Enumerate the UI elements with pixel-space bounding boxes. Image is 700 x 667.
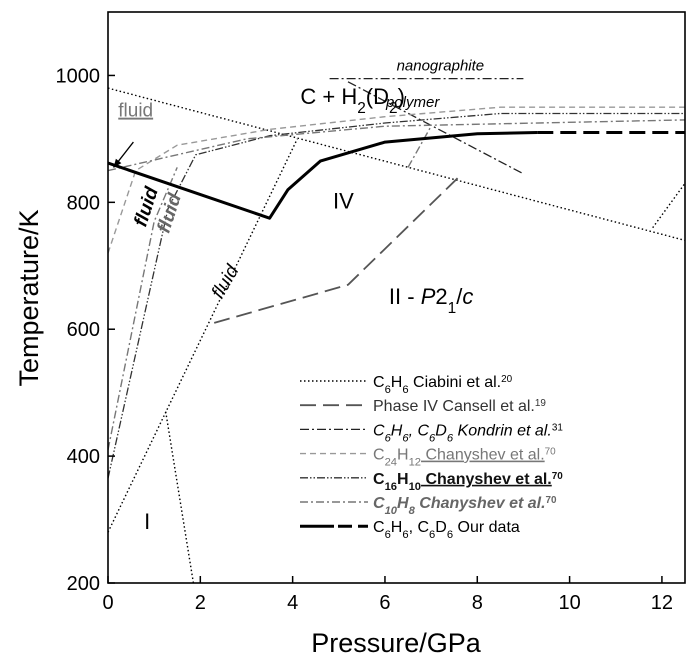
y-tick-label: 1000: [56, 65, 101, 87]
series-kondrin-segment-1: [347, 81, 524, 175]
region-label: polymer: [385, 94, 440, 111]
plot-frame: [107, 11, 686, 584]
x-tick-label: 0: [102, 592, 113, 614]
axis-ticks: 0 2 4 6 8 10 12 200 400 600 800 1000: [56, 65, 674, 614]
y-axis-label: Temperature/K: [14, 209, 44, 386]
y-tick-label: 200: [67, 573, 100, 595]
legend-label-c24: C24H12 Chanyshev et al.70: [373, 446, 556, 469]
region-label: nanographite: [397, 57, 485, 74]
series-cansell-segment-0: [213, 176, 460, 324]
series-ciabini-segment-0: [108, 87, 685, 242]
series-c24-segment-0: [108, 106, 685, 254]
series-c10-segment-0: [108, 119, 685, 172]
legend-label-c10: C10H8 Chanyshev et al.70: [373, 495, 557, 518]
legend-label-cansell: Phase IV Cansell et al.19: [373, 398, 546, 416]
legend-label-c16: C16H10 Chanyshev et al.70: [373, 470, 563, 493]
x-tick-label: 8: [472, 592, 483, 614]
series-c10-segment-2: [407, 125, 432, 168]
legend-label-ciabini: C6H6 Ciabini et al.20: [373, 374, 513, 397]
series-ciabini-segment-3: [652, 182, 685, 229]
region-label: fluid: [118, 101, 153, 122]
y-tick-label: 400: [67, 446, 100, 468]
region-label: I: [144, 509, 150, 534]
series-ciabini-segment-1: [108, 138, 298, 533]
y-tick-label: 800: [67, 192, 100, 214]
x-tick-label: 6: [379, 592, 390, 614]
series-ciabini-segment-2: [165, 411, 195, 583]
region-label: fluid: [208, 260, 244, 302]
x-tick-label: 4: [287, 592, 298, 614]
plot-lines: [108, 77, 685, 583]
x-tick-label: 2: [195, 592, 206, 614]
x-axis-label: Pressure/GPa: [311, 628, 482, 658]
y-tick-label: 600: [67, 319, 100, 341]
legend-label-kondrin: C6H6, C6D6 Kondrin et al.31: [373, 422, 563, 445]
series-c16-segment-0: [108, 112, 685, 479]
x-tick-label: 10: [558, 592, 580, 614]
region-label: C + H2(D2): [300, 84, 405, 117]
fluid-arrow-head: [113, 158, 122, 168]
region-label: IV: [333, 189, 354, 214]
legend-label-ours: C6H6, C6D6 Our data: [373, 519, 520, 541]
x-tick-label: 12: [651, 592, 673, 614]
series-ours-segment-0: [108, 131, 538, 220]
region-label: II - P21/c: [389, 284, 473, 317]
